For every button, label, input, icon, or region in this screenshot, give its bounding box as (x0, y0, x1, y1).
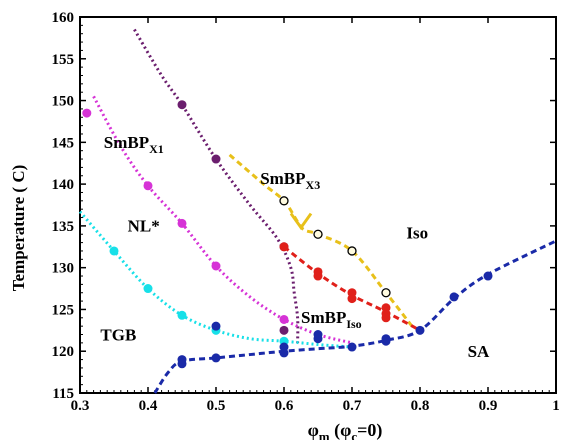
region-label-base: SA (468, 342, 490, 361)
region-label-smbpiso: SmBPIso (301, 308, 362, 331)
region-label-iso: Iso (406, 223, 428, 242)
region-label-base: SmBP (260, 169, 305, 188)
x-tick-label: 0.8 (411, 398, 430, 414)
region-label-smbpx3: SmBPX3 (260, 169, 320, 192)
region-label-sub: Iso (346, 317, 361, 331)
data-point-red (381, 313, 391, 323)
region-label-sa: SA (468, 342, 490, 361)
y-tick-label: 145 (52, 135, 75, 151)
data-point-magenta (177, 218, 187, 228)
data-point-purple (177, 100, 187, 110)
x-tick-label: 0.3 (71, 398, 90, 414)
y-tick-label: 140 (52, 177, 75, 193)
series-markers (82, 100, 493, 369)
data-point-blue (177, 359, 187, 369)
data-point-purple (279, 325, 289, 335)
data-point-cyan (109, 246, 119, 256)
y-axis-title: Temperature ( C) (9, 165, 28, 292)
x-axis-title: φm (φc=0) (308, 420, 383, 440)
region-label-base: Iso (406, 223, 428, 242)
data-point-magenta (279, 314, 289, 324)
x-axis-title-part: =0) (357, 420, 382, 440)
y-tick-label: 160 (52, 10, 75, 26)
region-label-sub: X3 (306, 178, 321, 192)
region-label-sub: X1 (149, 142, 164, 156)
x-axis-title-part: (φ (330, 420, 352, 440)
region-label-base: SmBP (301, 308, 346, 327)
y-tick-label: 115 (52, 386, 74, 402)
y-tick-label: 125 (52, 302, 75, 318)
region-label-nl: NL* (128, 217, 160, 236)
data-point-blue (211, 353, 221, 363)
region-label-base: TGB (100, 325, 136, 344)
data-point-yellow (347, 246, 357, 256)
x-tick-label: 0.9 (479, 398, 498, 414)
data-point-yellow (313, 229, 323, 239)
data-point-magenta (143, 181, 153, 191)
y-tick-label: 155 (52, 52, 75, 68)
data-point-blue (279, 342, 289, 352)
data-point-cyan (143, 284, 153, 294)
x-tick-label: 1 (552, 398, 560, 414)
data-point-red (347, 294, 357, 304)
data-point-purple (211, 154, 221, 164)
x-tick-label: 0.4 (139, 398, 158, 414)
data-point-blue (415, 325, 425, 335)
data-point-cyan (177, 310, 187, 320)
x-axis: 0.3 0.4 0.5 0.6 0.7 0.8 0.9 1 (71, 17, 560, 414)
region-label-smbpx1: SmBPX1 (104, 133, 164, 156)
series-line-cyan (78, 210, 353, 349)
data-point-yellow (279, 196, 289, 206)
data-point-blue (483, 271, 493, 281)
x-tick-label: 0.6 (275, 398, 294, 414)
data-point-blue (211, 321, 221, 331)
x-axis-title-part: c (351, 429, 357, 440)
data-point-blue (449, 292, 459, 302)
x-axis-title-part: m (319, 429, 330, 440)
data-point-red (313, 271, 323, 281)
data-point-blue (313, 330, 323, 340)
arrow-marker (289, 212, 313, 231)
x-tick-label: 0.5 (207, 398, 226, 414)
v-arrow-mark (289, 212, 313, 231)
y-tick-label: 135 (52, 219, 75, 235)
x-tick-label: 0.7 (343, 398, 362, 414)
region-label-base: NL* (128, 217, 160, 236)
data-point-blue (381, 334, 391, 344)
x-axis-title-part: φ (308, 420, 319, 440)
series-line-yellow (228, 153, 415, 329)
data-point-red (279, 242, 289, 252)
data-point-magenta (211, 261, 221, 271)
data-point-magenta (82, 108, 92, 118)
region-label-tgb: TGB (100, 325, 136, 344)
y-tick-label: 120 (52, 344, 75, 360)
region-label-base: SmBP (104, 133, 149, 152)
y-tick-label: 150 (52, 94, 75, 110)
data-point-yellow (381, 288, 391, 298)
y-tick-label: 130 (52, 261, 75, 277)
y-axis: 115 120 125 130 135 140 145 150 155 160 (52, 10, 556, 402)
data-point-blue (347, 342, 357, 352)
series-line-purple (133, 28, 300, 343)
